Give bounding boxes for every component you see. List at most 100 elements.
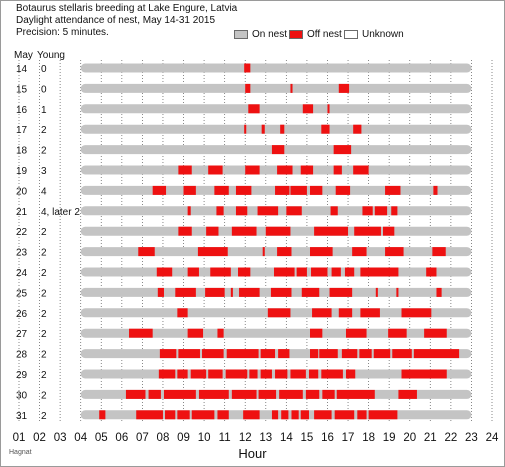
row-young-label: 0	[41, 84, 47, 95]
off-nest-segment	[226, 349, 259, 359]
x-tick-label: 03	[54, 432, 67, 444]
off-nest-segment	[138, 247, 155, 257]
off-nest-segment	[300, 410, 309, 420]
on-nest-bar	[80, 104, 472, 114]
off-nest-segment	[354, 226, 381, 236]
off-nest-segment	[235, 206, 248, 216]
off-nest-segment	[281, 410, 289, 420]
off-nest-segment	[243, 410, 260, 420]
off-nest-segment	[274, 267, 295, 277]
off-nest-segment	[333, 165, 342, 175]
on-nest-bar	[80, 83, 472, 93]
legend-label-unknown: Unknown	[362, 29, 404, 40]
off-nest-segment	[338, 83, 350, 93]
off-nest-segment	[230, 287, 233, 297]
off-nest-segment	[352, 247, 367, 257]
x-tick-label: 23	[465, 432, 478, 444]
off-nest-segment	[157, 287, 164, 297]
off-nest-segment	[187, 328, 204, 338]
off-nest-segment	[374, 206, 388, 216]
row-young-label: 2	[41, 146, 47, 157]
row-day-label: 27	[16, 329, 28, 340]
off-nest-segment	[129, 328, 153, 338]
off-nest-segment	[214, 185, 229, 195]
off-nest-segment	[327, 104, 330, 114]
row-young-label: 2	[41, 390, 47, 401]
off-nest-segment	[309, 328, 323, 338]
off-nest-segment	[175, 287, 196, 297]
on-nest-bar	[80, 165, 472, 175]
off-nest-segment	[290, 369, 306, 379]
x-tick-label: 22	[444, 432, 457, 444]
off-nest-segment	[290, 185, 307, 195]
column-header-young: Young	[37, 50, 65, 61]
row-young-label: 1	[41, 105, 47, 116]
off-nest-segment	[275, 369, 288, 379]
off-nest-segment	[396, 287, 399, 297]
on-nest-bar	[80, 124, 472, 134]
row-young-label: 2	[41, 227, 47, 238]
off-nest-segment	[359, 349, 372, 359]
off-nest-segment	[401, 308, 432, 318]
off-nest-segment	[296, 267, 307, 277]
x-tick-label: 18	[362, 432, 375, 444]
off-nest-segment	[309, 349, 319, 359]
x-tick-label: 08	[157, 432, 170, 444]
off-nest-segment	[178, 349, 200, 359]
off-nest-segment	[436, 287, 442, 297]
off-nest-segment	[208, 165, 223, 175]
row-day-label: 19	[16, 166, 28, 177]
off-nest-segment	[249, 369, 258, 379]
row-day-label: 31	[16, 411, 28, 422]
off-nest-segment	[277, 165, 293, 175]
row-day-label: 22	[16, 227, 28, 238]
row-day-label: 16	[16, 105, 28, 116]
legend-label-on-nest: On nest	[252, 29, 288, 40]
x-tick-label: 10	[198, 432, 211, 444]
off-nest-segment	[205, 287, 225, 297]
row-young-label: 2	[41, 370, 47, 381]
legend-label-off-nest: Off nest	[307, 29, 342, 40]
x-tick-label: 17	[342, 432, 355, 444]
row-day-label: 23	[16, 248, 28, 259]
off-nest-segment	[198, 389, 229, 399]
x-tick-label: 02	[33, 432, 46, 444]
off-nest-segment	[321, 124, 330, 134]
off-nest-segment	[245, 165, 260, 175]
off-nest-segment	[206, 226, 219, 236]
off-nest-segment	[338, 308, 353, 318]
row-day-label: 14	[16, 64, 28, 75]
off-nest-segment	[278, 349, 290, 359]
row-young-label: 2	[41, 125, 47, 136]
x-tick-label: 01	[13, 432, 26, 444]
legend-swatch-off-nest	[289, 30, 303, 39]
row-young-label: 2	[41, 329, 47, 340]
off-nest-segment	[178, 226, 192, 236]
row-young-label: 4, later 2	[41, 207, 80, 218]
off-nest-segment	[177, 410, 190, 420]
off-nest-segment	[322, 389, 335, 399]
row-day-label: 17	[16, 125, 28, 136]
legend-item-unknown: Unknown	[344, 29, 404, 40]
column-header-day: May	[14, 50, 33, 61]
off-nest-segment	[158, 369, 176, 379]
off-nest-segment	[267, 308, 291, 318]
off-nest-segment	[210, 267, 231, 277]
off-nest-segment	[177, 369, 188, 379]
off-nest-segment	[265, 226, 291, 236]
off-nest-segment	[125, 389, 146, 399]
off-nest-segment	[301, 287, 320, 297]
off-nest-segment	[353, 124, 362, 134]
off-nest-segment	[262, 247, 265, 257]
off-nest-segment	[309, 247, 333, 257]
off-nest-segment	[375, 287, 378, 297]
off-nest-segment	[314, 410, 332, 420]
off-nest-segment	[187, 206, 191, 216]
row-day-label: 26	[16, 309, 28, 320]
row-day-label: 28	[16, 350, 28, 361]
off-nest-segment	[239, 287, 260, 297]
legend-item-off-nest: Off nest	[289, 29, 342, 40]
off-nest-segment	[217, 410, 229, 420]
off-nest-segment	[244, 124, 247, 134]
row-day-label: 25	[16, 288, 28, 299]
